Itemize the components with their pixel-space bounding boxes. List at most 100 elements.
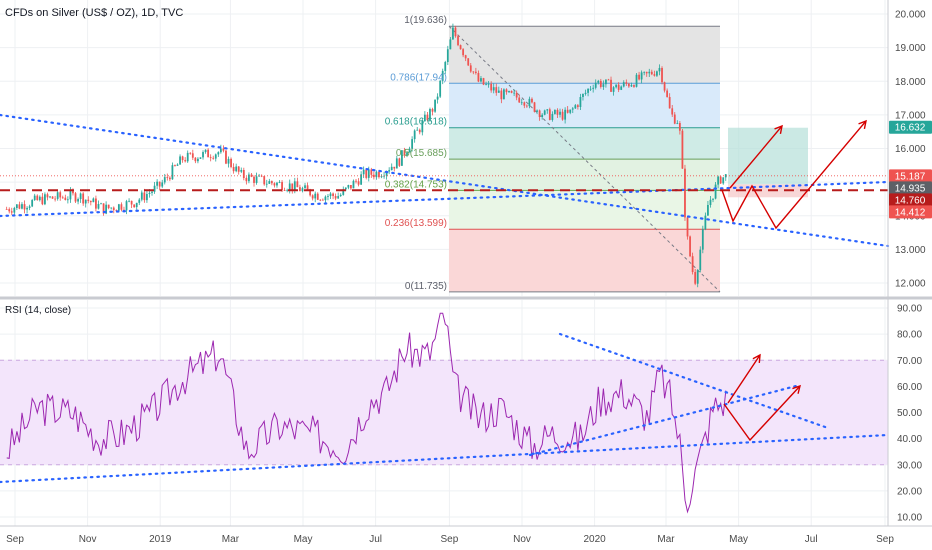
candle-body	[474, 71, 477, 74]
candle-body	[311, 195, 314, 199]
candle-body	[546, 109, 549, 111]
candle-body	[276, 182, 278, 186]
candle-body	[21, 204, 23, 209]
price-label-badge	[889, 205, 932, 219]
candle-body	[487, 83, 490, 85]
rsi-axis-tick: 30.00	[897, 460, 922, 471]
fib-zone	[449, 26, 720, 84]
candle-body	[612, 87, 615, 92]
candle-body	[449, 39, 452, 50]
candle-body	[10, 211, 13, 213]
fib-level-label: 0(11.735)	[405, 281, 447, 292]
candle-body	[82, 193, 85, 204]
candle-body	[638, 74, 640, 80]
candle-body	[584, 92, 587, 94]
candle-body	[95, 198, 97, 209]
candle-body	[357, 181, 360, 185]
candle-body	[87, 199, 90, 201]
candle-body	[174, 165, 176, 166]
candle-body	[406, 152, 408, 156]
rsi-arrow-1-head	[752, 353, 761, 364]
candle-body	[148, 192, 151, 195]
rsi-rising-trendline	[528, 383, 802, 457]
candle-body	[648, 71, 651, 74]
candle-body	[663, 82, 666, 91]
fibonacci-labels: 1(19.636) 0.786(17.94) 0.618(16.618) 0.5(15…	[385, 15, 447, 292]
candle-body	[707, 204, 709, 216]
fib-level-label: 0.618(16.618)	[385, 117, 447, 128]
price-axis-tick: 16.000	[895, 144, 926, 155]
candle-body	[436, 96, 439, 100]
candle-body	[214, 154, 217, 159]
candle-body	[54, 198, 57, 200]
candle-body	[350, 185, 352, 189]
time-axis-tick: 2020	[583, 534, 606, 545]
candle-body	[342, 189, 345, 195]
candle-body	[367, 169, 370, 178]
candle-body	[13, 207, 16, 213]
candle-body	[620, 86, 623, 90]
rsi-axis[interactable]: 90.00 80.00 70.00 60.00 50.00 40.00 30.00 20.00…	[897, 304, 922, 524]
candle-body	[44, 194, 46, 205]
candle-body	[439, 80, 442, 97]
candle-body	[645, 71, 648, 74]
candle-body	[681, 130, 684, 169]
candle-body	[658, 67, 661, 72]
time-axis-tick: Mar	[222, 534, 240, 545]
candle-body	[388, 170, 391, 172]
candle-body	[186, 152, 189, 162]
candle-body	[283, 190, 286, 192]
rsi-series	[6, 312, 727, 514]
candle-body	[128, 200, 130, 202]
candle-body	[212, 157, 215, 159]
candle-body	[321, 199, 324, 201]
rsi-axis-tick: 90.00	[897, 304, 922, 315]
candle-body	[490, 83, 493, 91]
candle-body	[133, 204, 136, 208]
time-axis-tick: Mar	[657, 534, 675, 545]
candle-body	[464, 55, 467, 59]
candle-body	[671, 108, 674, 115]
candle-body	[576, 105, 579, 107]
candle-body	[84, 199, 87, 204]
candle-body	[209, 157, 212, 159]
candle-body	[153, 185, 156, 192]
candle-body	[607, 79, 610, 81]
rsi-axis-tick: 40.00	[897, 434, 922, 445]
price-axis[interactable]: 20.00019.00018.00017.00016.00015.00014.0…	[895, 10, 926, 290]
candle-body	[161, 182, 164, 187]
fib-level-label: 1(19.636)	[404, 15, 447, 26]
candle-body	[235, 166, 238, 172]
candle-body	[582, 93, 584, 98]
candle-body	[105, 204, 108, 214]
candle-body	[102, 203, 105, 214]
candle-body	[225, 150, 227, 164]
price-drawings	[0, 113, 890, 248]
bullish-arrow-2	[721, 120, 867, 230]
candle-body	[666, 90, 669, 97]
candle-body	[505, 89, 508, 93]
candle-body	[189, 152, 192, 154]
rsi-line	[6, 312, 727, 514]
candle-body	[472, 71, 475, 73]
candle-body	[566, 109, 569, 113]
rsi-arrow-2	[723, 385, 801, 442]
time-axis[interactable]: Sep Nov 2019 Mar May Jul Sep Nov 2020 Mar May Jul Se…	[6, 534, 894, 545]
candle-body	[230, 158, 232, 167]
candle-body	[329, 193, 332, 197]
chart-title: CFDs on Silver (US$ / OZ), 1D, TVC	[5, 7, 183, 19]
candle-body	[278, 182, 281, 183]
candle-body	[510, 90, 513, 93]
candle-body	[525, 105, 528, 107]
candle-body	[115, 210, 118, 211]
candle-body	[403, 150, 406, 156]
candle-body	[344, 187, 347, 190]
candle-body	[378, 171, 380, 178]
candle-body	[469, 65, 472, 72]
candle-body	[49, 196, 51, 198]
candle-body	[291, 183, 294, 191]
candle-body	[413, 130, 416, 140]
candle-body	[110, 207, 113, 209]
bullish-arrow-1-head	[774, 124, 783, 134]
